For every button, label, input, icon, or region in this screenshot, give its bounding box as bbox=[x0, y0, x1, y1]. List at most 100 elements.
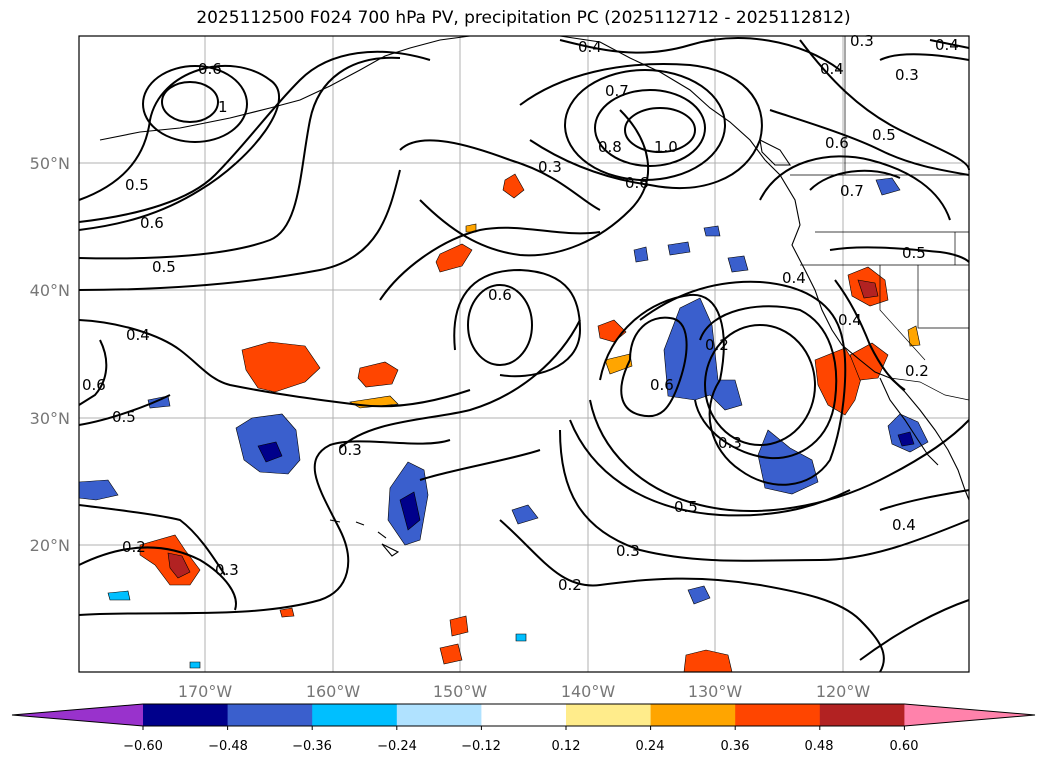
precip-heavy-negative bbox=[897, 431, 915, 447]
colorbar-tick: −0.24 bbox=[377, 739, 417, 754]
precip-negative bbox=[515, 633, 527, 642]
precip-positive bbox=[435, 243, 473, 273]
precip-negative bbox=[727, 255, 749, 273]
precip-positive bbox=[907, 325, 921, 347]
borders bbox=[790, 36, 970, 401]
precip-negative bbox=[687, 585, 711, 605]
coastline-alaska bbox=[99, 35, 471, 141]
pv-contour-0.2 bbox=[704, 324, 816, 446]
colorbar-tick: 0.12 bbox=[552, 739, 581, 754]
precip-positive bbox=[502, 173, 525, 199]
pv-contour-0.2 bbox=[419, 449, 541, 481]
colorbar-tick: 0.36 bbox=[721, 739, 750, 754]
contour-label: 0.5 bbox=[872, 126, 896, 144]
coastline-westcoast bbox=[764, 159, 970, 501]
pv-contour-0.2 bbox=[78, 439, 451, 616]
precip-positive bbox=[683, 649, 733, 673]
map-border bbox=[78, 35, 970, 673]
contour-label: 0.5 bbox=[902, 244, 926, 262]
lat-label: 30°N bbox=[30, 409, 70, 428]
lon-label: 160°W bbox=[306, 682, 361, 701]
precipitation-shading bbox=[78, 173, 929, 673]
coastlines bbox=[99, 35, 970, 557]
contour-label: 0.5 bbox=[152, 258, 176, 276]
pv-contour-0.6 bbox=[78, 50, 431, 223]
pv-contour-0.6 bbox=[759, 155, 951, 221]
contour-label: 0.3 bbox=[850, 32, 874, 50]
contour-label: 0.6 bbox=[825, 134, 849, 152]
precip-negative bbox=[667, 241, 691, 256]
lon-label: 150°W bbox=[433, 682, 488, 701]
colorbar-segment bbox=[143, 704, 229, 726]
contour-label: 0.5 bbox=[674, 498, 698, 516]
contour-label: 0.6 bbox=[82, 376, 106, 394]
border-state bbox=[879, 265, 926, 361]
contour-labels: 0.6 1 0.5 0.6 0.5 0.4 0.6 0.5 0.3 0.4 0.… bbox=[82, 32, 959, 594]
contour-label: 0.7 bbox=[605, 82, 629, 100]
contour-label: 1 bbox=[218, 98, 228, 116]
precip-negative bbox=[107, 590, 131, 601]
pv-contour-0.5 bbox=[78, 394, 171, 426]
colorbar bbox=[11, 703, 1036, 730]
colorbar-segment bbox=[650, 704, 736, 726]
contour-label: 0.6 bbox=[140, 214, 164, 232]
pv-contour-0.5 bbox=[78, 65, 281, 231]
pv-contour-0.6 bbox=[467, 284, 533, 366]
contour-label: 0.3 bbox=[895, 66, 919, 84]
contour-label: 0.2 bbox=[122, 538, 146, 556]
lat-label: 40°N bbox=[30, 281, 70, 300]
pv-contour-0.4 bbox=[929, 39, 970, 49]
pv-contour-0.4 bbox=[639, 280, 847, 486]
contour-label: 0.3 bbox=[215, 561, 239, 579]
coastline-vancouver-island bbox=[759, 139, 792, 166]
contour-label: 0.2 bbox=[905, 362, 929, 380]
precip-heavy-negative bbox=[399, 491, 421, 531]
pv-contour-0.6 bbox=[142, 65, 248, 143]
pv-contour-0.3 bbox=[78, 546, 237, 611]
lat-label: 50°N bbox=[30, 154, 70, 173]
border-state bbox=[917, 265, 969, 329]
contour-label: 0.5 bbox=[125, 176, 149, 194]
lon-label: 130°W bbox=[688, 682, 743, 701]
contour-label: 0.4 bbox=[838, 311, 862, 329]
precip-positive bbox=[604, 353, 633, 375]
contour-label: 0.3 bbox=[538, 158, 562, 176]
precip-negative bbox=[703, 225, 721, 237]
pv-contour-0.3 bbox=[339, 319, 581, 449]
contour-label: 0.4 bbox=[578, 38, 602, 56]
pv-contour-0.2 bbox=[499, 519, 885, 673]
lon-label: 140°W bbox=[561, 682, 616, 701]
pv-contour-0.4 bbox=[834, 279, 906, 391]
contour-label: 0.4 bbox=[892, 516, 916, 534]
colorbar-segment bbox=[735, 704, 821, 726]
pv-contour-0.5 bbox=[829, 246, 970, 263]
contour-label: 0.4 bbox=[126, 326, 150, 344]
precip-heavy bbox=[167, 552, 191, 579]
precip-negative bbox=[875, 177, 901, 196]
pv-contour-0.7 bbox=[809, 169, 901, 191]
colorbar-tick: −0.12 bbox=[461, 739, 501, 754]
pv-contour-0.3 bbox=[694, 305, 838, 460]
colorbar-tick: 0.60 bbox=[890, 739, 919, 754]
map-title: 2025112500 F024 700 hPa PV, precipitatio… bbox=[196, 8, 851, 28]
pv-contour-0.4 bbox=[879, 489, 970, 511]
contour-label: 0.2 bbox=[705, 336, 729, 354]
pv-contour-0.4 bbox=[419, 109, 650, 257]
longitude-labels: 170°W 160°W 150°W 140°W 130°W 120°W bbox=[178, 682, 871, 701]
precip-positive bbox=[241, 341, 321, 393]
pv-contour-0.5 bbox=[78, 56, 401, 260]
contour-label: 0.6 bbox=[488, 286, 512, 304]
precip-negative bbox=[189, 661, 201, 669]
contour-label: 0.4 bbox=[820, 60, 844, 78]
contour-label: 0.2 bbox=[558, 576, 582, 594]
pv-contour-0.5 bbox=[569, 419, 851, 517]
contour-label: 0.5 bbox=[112, 408, 136, 426]
precip-positive bbox=[357, 361, 399, 388]
pv-contours bbox=[78, 37, 970, 673]
precip-positive bbox=[439, 643, 463, 665]
colorbar-segment bbox=[566, 704, 652, 726]
colorbar-extend-max bbox=[904, 704, 1035, 726]
colorbar-segment bbox=[481, 704, 567, 726]
pv-contour-0.6 bbox=[620, 316, 688, 418]
